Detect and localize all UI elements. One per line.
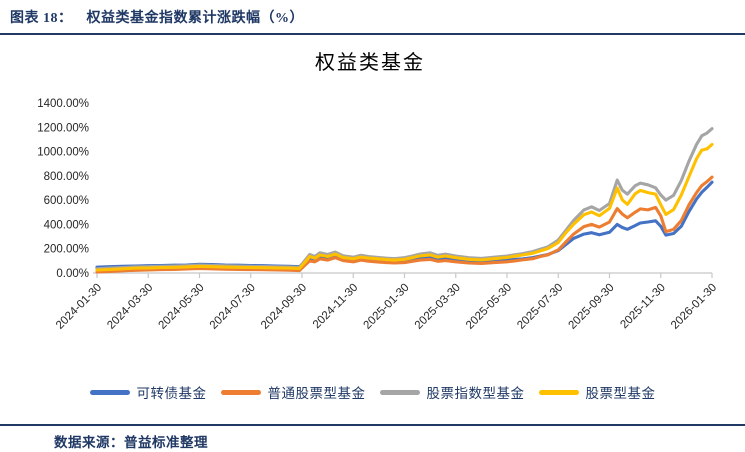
y-axis-label: 800.00% xyxy=(44,171,89,183)
y-axis-label: 400.00% xyxy=(44,219,89,231)
y-axis-label: 1000.00% xyxy=(37,147,89,159)
legend-label: 普通股票型基金 xyxy=(267,386,366,401)
series-line-普通股票型基金 xyxy=(95,175,714,274)
x-axis-label: 2024-01-30 xyxy=(54,282,104,332)
y-axis-label: 600.00% xyxy=(44,195,89,207)
x-axis-label: 2025-11-30 xyxy=(618,282,667,331)
legend-swatch xyxy=(379,389,420,395)
legend-item: 普通股票型基金 xyxy=(220,382,366,402)
legend-item: 股票指数型基金 xyxy=(379,382,525,402)
x-axis-label: 2025-09-30 xyxy=(567,282,617,332)
x-axis-label: 2025-03-30 xyxy=(413,282,463,332)
x-axis-label: 2025-01-30 xyxy=(362,282,412,332)
chart-legend: 可转债基金 普通股票型基金 股票指数型基金 股票型基金 xyxy=(0,382,745,402)
x-axis-label: 2024-09-30 xyxy=(259,282,309,332)
x-axis-label: 2024-11-30 xyxy=(311,282,360,331)
series-line-股票指数型基金 xyxy=(95,127,714,271)
chart-title: 权益类基金 xyxy=(315,52,425,74)
legend-label: 股票指数型基金 xyxy=(426,386,525,401)
figure-number: 图表 18： xyxy=(10,11,73,26)
figure-footer: 数据来源：普益标准整理 xyxy=(0,424,745,452)
x-axis-label: 2025-05-30 xyxy=(464,282,514,332)
x-axis-label: 2025-07-30 xyxy=(515,282,565,332)
figure-title: 权益类基金指数累计涨跌幅（%） xyxy=(86,11,304,26)
figure-header: 图表 18： 权益类基金指数累计涨跌幅（%） xyxy=(0,0,745,35)
x-axis-label: 2024-05-30 xyxy=(157,282,207,332)
legend-item: 股票型基金 xyxy=(538,382,656,402)
y-axis-label: 0.00% xyxy=(56,268,89,280)
y-axis-label: 200.00% xyxy=(44,244,89,256)
x-axis-label: 2024-07-30 xyxy=(208,282,258,332)
legend-item: 可转债基金 xyxy=(89,382,207,402)
legend-swatch xyxy=(220,389,261,395)
legend-swatch xyxy=(89,389,130,395)
y-axis-label: 1400.00% xyxy=(37,98,89,110)
legend-label: 可转债基金 xyxy=(136,386,207,401)
x-axis-label: 2026-01-30 xyxy=(669,282,719,332)
legend-label: 股票型基金 xyxy=(585,386,656,401)
legend-swatch xyxy=(538,389,579,395)
x-axis-label: 2024-03-30 xyxy=(105,282,155,332)
data-source-label: 数据来源：普益标准整理 xyxy=(54,435,208,450)
y-axis-label: 1200.00% xyxy=(37,122,89,134)
series-line-股票型基金 xyxy=(95,142,714,272)
